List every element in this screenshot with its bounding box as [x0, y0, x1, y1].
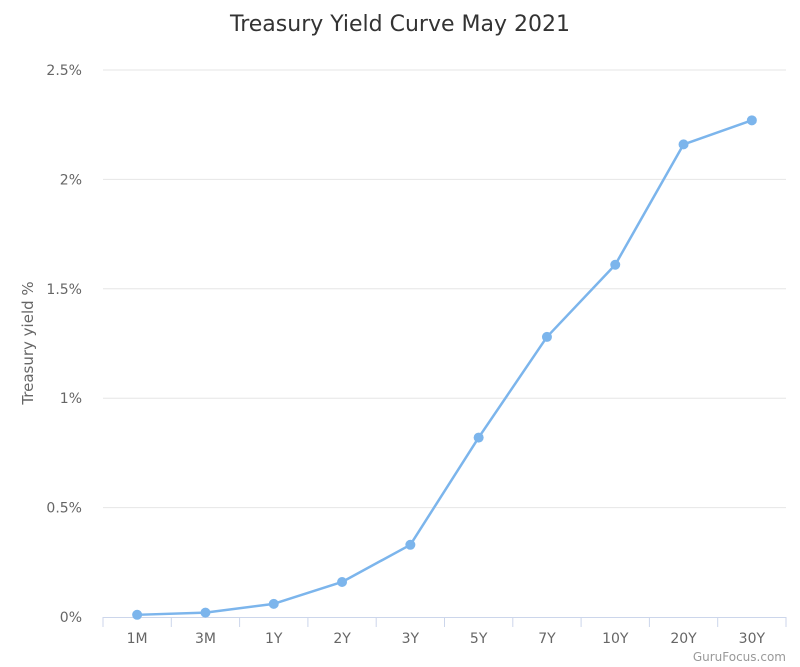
y-tick-label: 2.5%	[46, 63, 82, 79]
y-tick-label: 1.5%	[46, 282, 82, 298]
series-layer	[132, 115, 757, 620]
y-tick-label: 0.5%	[46, 501, 82, 517]
x-tick-label: 3M	[195, 631, 216, 647]
x-tick-label: 1Y	[265, 631, 283, 647]
data-point-5y[interactable]	[473, 432, 484, 443]
grid-lines	[103, 69, 786, 509]
x-tick-label: 7Y	[538, 631, 556, 647]
data-point-1y[interactable]	[268, 598, 279, 609]
x-tick-label: 20Y	[670, 631, 697, 647]
data-point-3y[interactable]	[405, 539, 416, 550]
x-axis: 1M 3M 1Y 2Y 3Y 5Y 7Y 10Y 20Y 30Y	[102, 617, 787, 647]
chart-title: Treasury Yield Curve May 2021	[229, 12, 570, 37]
x-tick-label: 1M	[127, 631, 148, 647]
x-tick-label: 2Y	[333, 631, 351, 647]
credit-link[interactable]: GuruFocus.com	[693, 650, 786, 664]
y-tick-label: 2%	[60, 172, 82, 188]
data-point-10y[interactable]	[610, 259, 621, 270]
x-tick-label: 30Y	[739, 631, 766, 647]
x-tick-label: 10Y	[602, 631, 629, 647]
y-axis-ticks: 0% 0.5% 1% 1.5% 2% 2.5%	[46, 63, 82, 626]
series-line	[135, 119, 754, 617]
data-point-2y[interactable]	[337, 576, 348, 587]
x-tick-label: 3Y	[402, 631, 420, 647]
y-axis-label: Treasury yield %	[19, 281, 37, 405]
y-tick-label: 1%	[60, 391, 82, 407]
y-tick-label: 0%	[60, 610, 82, 626]
x-tick-label: 5Y	[470, 631, 488, 647]
data-point-7y[interactable]	[541, 331, 552, 342]
data-point-3m[interactable]	[200, 607, 211, 618]
data-point-20y[interactable]	[678, 139, 689, 150]
data-point-30y[interactable]	[746, 115, 757, 126]
data-point-1m[interactable]	[132, 609, 143, 620]
